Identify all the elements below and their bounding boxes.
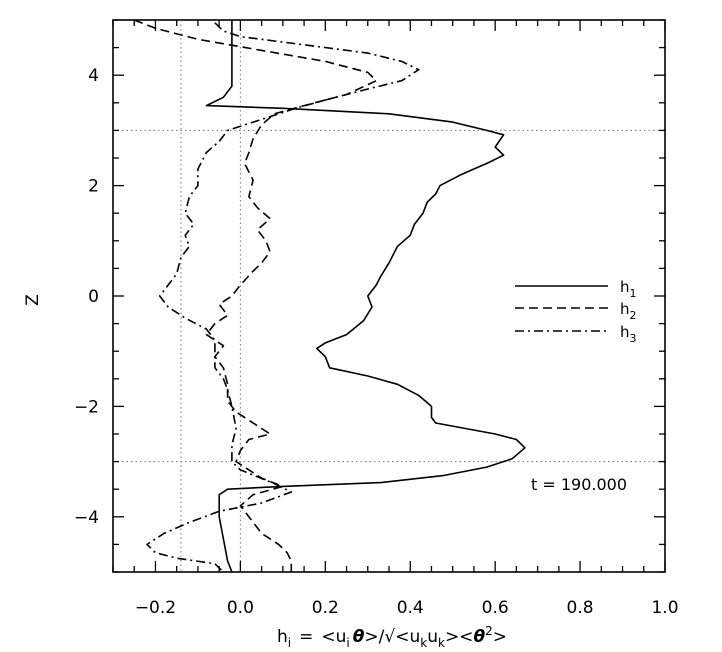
y-tick-label: 2 xyxy=(88,177,99,197)
legend: h1 h2 h3 xyxy=(515,278,637,345)
legend-label-h2: h2 xyxy=(620,300,637,322)
y-tick-label: −4 xyxy=(74,508,99,528)
time-annotation: t = 190.000 xyxy=(531,475,627,494)
x-tick-label: 0.4 xyxy=(397,598,424,618)
x-tick-label: 0.2 xyxy=(312,598,339,618)
series-line-h3 xyxy=(146,22,420,573)
y-tick-label: 0 xyxy=(88,287,99,307)
x-tick-label: 0.8 xyxy=(567,598,594,618)
x-tick-label: 1.0 xyxy=(651,598,678,618)
legend-label-h3: h3 xyxy=(620,323,637,345)
legend-label-h1: h1 xyxy=(620,278,637,300)
y-tick-label: 4 xyxy=(88,66,99,86)
series-line-h1 xyxy=(205,20,526,573)
series-line-h2 xyxy=(133,19,378,572)
series-group xyxy=(133,19,526,573)
y-tick-label: −2 xyxy=(74,397,99,417)
reference-lines xyxy=(113,20,665,572)
x-axis-label: hi = <ui θ>/√<ukuk><θ2> xyxy=(277,624,507,650)
axis-ticks xyxy=(112,19,666,573)
x-tick-label: 0.0 xyxy=(227,598,254,618)
x-tick-label: 0.6 xyxy=(482,598,509,618)
y-axis-label: Z xyxy=(23,294,43,306)
x-tick-label: −0.2 xyxy=(135,598,176,618)
tick-labels: −0.2 0.0 0.2 0.4 0.6 0.8 1.0 −4 −2 0 2 4 xyxy=(74,66,679,618)
